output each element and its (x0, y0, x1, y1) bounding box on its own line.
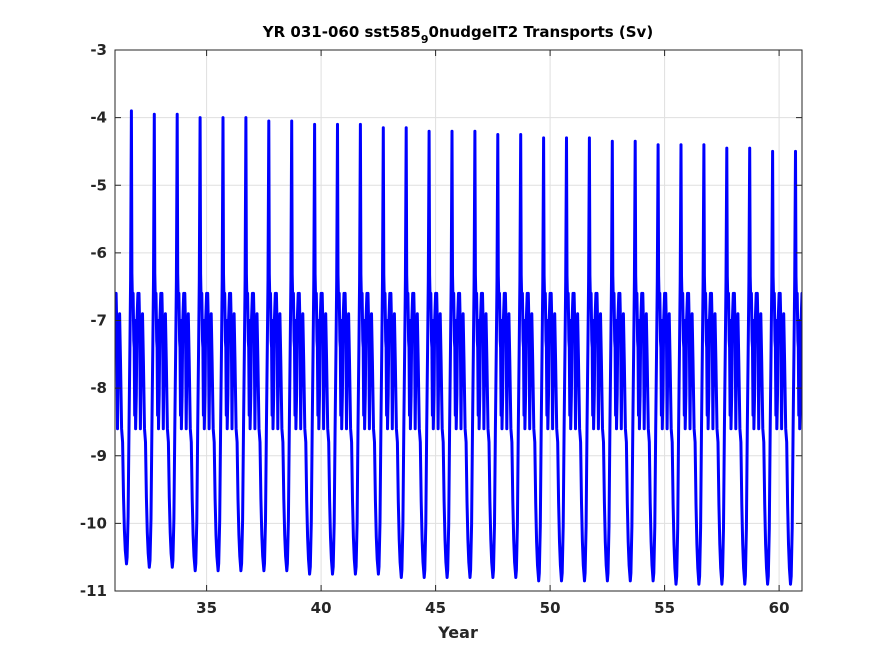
chart-title-prefix: YR 031-060 sst585 (262, 23, 421, 41)
x-tick-label: 55 (654, 599, 675, 617)
y-tick-label: -7 (90, 312, 107, 330)
x-tick-label: 40 (311, 599, 332, 617)
tick-marks (115, 49, 802, 592)
y-tick-label: -6 (90, 244, 107, 262)
chart-title-subscript: 9 (421, 33, 429, 46)
y-tick-label: -5 (90, 176, 107, 194)
y-tick-label: -9 (90, 447, 107, 465)
y-tick-label: -8 (90, 379, 107, 397)
x-tick-label: 60 (769, 599, 790, 617)
x-tick-labels: 35 40 45 50 55 60 (196, 599, 789, 617)
series-layer (115, 109, 802, 586)
series-line (115, 109, 802, 586)
x-tick-label: 45 (425, 599, 446, 617)
y-tick-labels: -3 -4 -5 -6 -7 -8 -9 -10 -11 (80, 41, 107, 600)
x-tick-label: 35 (196, 599, 217, 617)
chart-title-suffix: 0nudgeIT2 Transports (Sv) (429, 23, 654, 41)
y-tick-label: -11 (80, 582, 107, 600)
x-axis-label: Year (437, 623, 478, 642)
y-tick-label: -4 (90, 109, 107, 127)
x-tick-label: 50 (540, 599, 561, 617)
y-tick-label: -10 (80, 514, 107, 532)
y-tick-label: -3 (90, 41, 107, 59)
chart-title: YR 031-060 sst58590nudgeIT2 Transports (… (262, 23, 653, 46)
